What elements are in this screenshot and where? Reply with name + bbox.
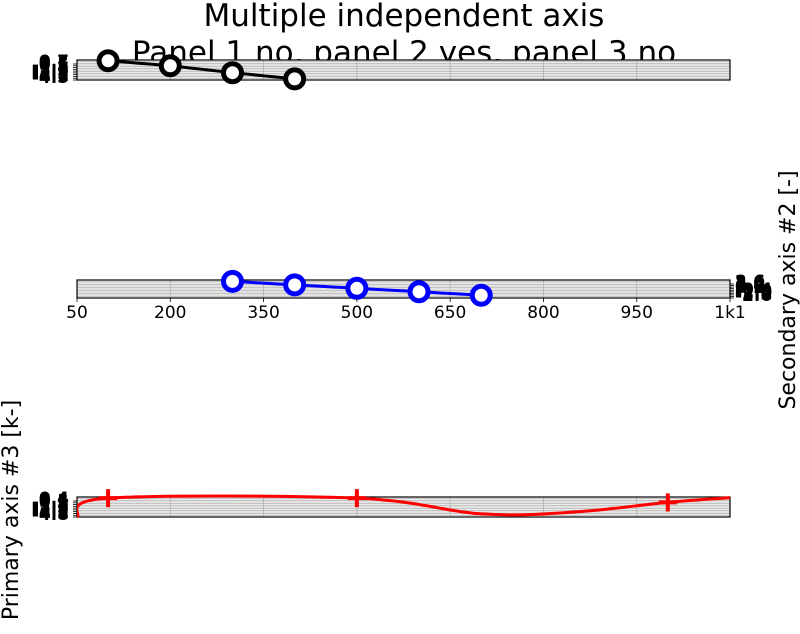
panel-2-ytick-label: -2.2 bbox=[735, 284, 772, 304]
panel-1-frame bbox=[76, 59, 731, 81]
panel-1-point bbox=[158, 54, 182, 78]
panel-2-data bbox=[220, 269, 493, 307]
panel-3-ytick-label: 0.4 bbox=[39, 489, 69, 509]
panel-3-ytick-label: -1.1 bbox=[32, 494, 69, 514]
panel-2-ytick-label: 0.2 bbox=[735, 278, 765, 298]
panel-1-ytick-label: -3.5 bbox=[32, 64, 69, 84]
panel-3-ytick-label: -4.1 bbox=[32, 503, 69, 523]
panel-3-ytick-label: -0.5 bbox=[32, 493, 69, 513]
panel-3-data bbox=[77, 489, 730, 519]
panel-1-data bbox=[96, 49, 307, 91]
panel-2-ytick-label: -0.4 bbox=[735, 280, 772, 300]
panel-2: 2.62.01.40.80.2-0.4-1.0-1.6-2.2-2.6 bbox=[76, 269, 772, 307]
xtick-label: 950 bbox=[620, 303, 652, 323]
xtick-label: 800 bbox=[527, 303, 559, 323]
chart-title-line-1: Multiple independent axis bbox=[204, 0, 605, 34]
panel-1-ytick-label: -2.3 bbox=[32, 61, 69, 81]
panel-2-ytick-label: 2.0 bbox=[735, 274, 765, 294]
xtick-label: 650 bbox=[434, 303, 466, 323]
panel-2-ylabel: Secondary axis #2 [-] bbox=[776, 170, 800, 409]
xtick-label: 1k1 bbox=[714, 303, 745, 323]
panel-2-point bbox=[407, 280, 431, 304]
panel-3-ytick-label: 0.1 bbox=[39, 491, 69, 511]
panel-2-point bbox=[345, 276, 369, 300]
panel-1-ytick-label: -0.5 bbox=[32, 56, 69, 76]
panel-1-ytick-label: -2.9 bbox=[32, 63, 69, 83]
panel-1: 0.70.1-0.5-1.1-1.7-2.3-2.9-3.5-4.1-4.5 bbox=[32, 49, 731, 91]
panel-1-point bbox=[220, 61, 244, 85]
panel-3-ytick-label: -3.5 bbox=[32, 501, 69, 521]
panel-1-ytick-label: -4.1 bbox=[32, 66, 69, 86]
panel-2-point bbox=[283, 273, 307, 297]
panel-3-point bbox=[347, 489, 366, 508]
panel-2-point bbox=[469, 283, 493, 307]
panel-2-ytick-label: 1.4 bbox=[735, 275, 765, 295]
panel-2-ytick-label: 2.6 bbox=[735, 272, 765, 292]
panel-1-ytick-label: -1.1 bbox=[32, 57, 69, 77]
panel-1-point bbox=[283, 67, 307, 91]
xtick-label: 200 bbox=[154, 303, 186, 323]
panel-2-point bbox=[220, 269, 244, 293]
panel-1-ytick-label: -4.5 bbox=[32, 68, 69, 88]
panel-2-ytick-label: -1.6 bbox=[735, 283, 772, 303]
panel-3-ylabel: Primary axis #3 [k-] bbox=[0, 400, 24, 620]
panel-1-series-line bbox=[107, 59, 295, 81]
xtick-label: 50 bbox=[66, 303, 88, 323]
xtick-label: 500 bbox=[341, 303, 373, 323]
panel-3-point bbox=[658, 493, 677, 512]
panel-1-ytick-label: 0.7 bbox=[39, 52, 69, 72]
panel-3-point bbox=[99, 489, 118, 508]
panel-1-ytick-label: -1.7 bbox=[32, 59, 69, 79]
xtick-label: 350 bbox=[247, 303, 279, 323]
panel-2-ytick-label: 0.8 bbox=[735, 277, 765, 297]
panel-1-ytick-label: 0.1 bbox=[39, 54, 69, 74]
panel-3-ytick-label: -1.7 bbox=[32, 496, 69, 516]
panel-2-frame bbox=[76, 279, 731, 299]
panel-2-ytick-label: -2.6 bbox=[735, 286, 772, 306]
panel-3-ytick-label: -2.9 bbox=[32, 500, 69, 520]
panel-3: 0.40.1-0.5-1.1-1.7-2.3-2.9-3.5-4.1-4.8 bbox=[32, 489, 731, 525]
panel-3-ytick-label: -2.3 bbox=[32, 498, 69, 518]
panel-3-ytick-label: -4.8 bbox=[32, 505, 69, 525]
panel-1-point bbox=[96, 49, 120, 73]
panel-2-ytick-label: -1.0 bbox=[735, 281, 772, 301]
